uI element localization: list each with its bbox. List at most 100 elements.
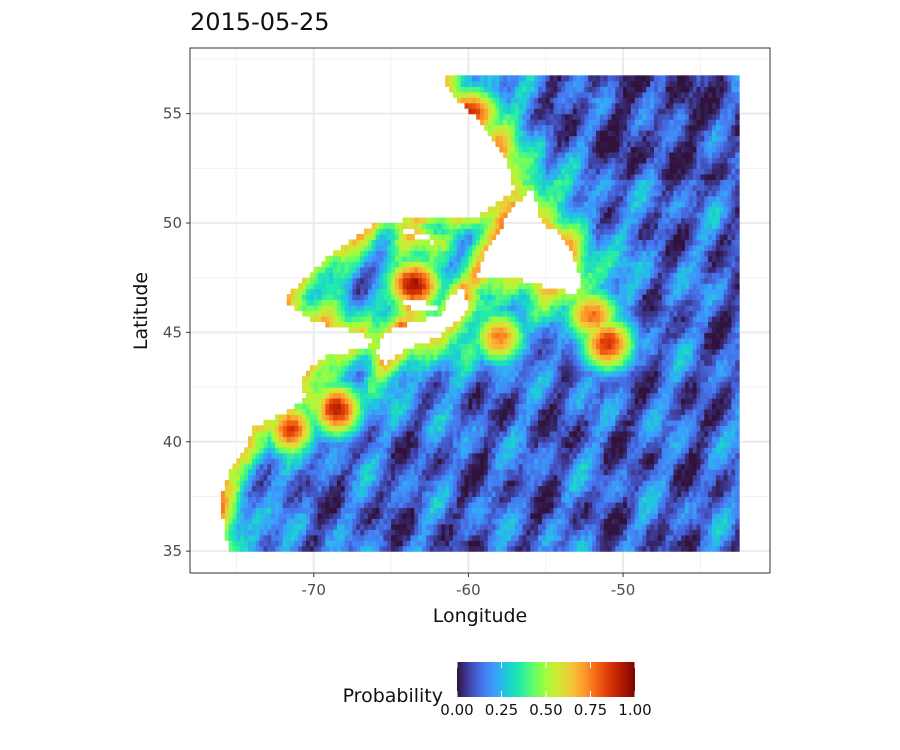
raster-cell <box>611 469 616 476</box>
raster-cell <box>526 321 531 328</box>
raster-cell <box>599 529 605 536</box>
raster-cell <box>325 365 330 372</box>
raster-cell <box>371 534 377 541</box>
raster-cell <box>437 447 442 454</box>
raster-cell <box>657 512 663 519</box>
raster-cell <box>476 408 481 416</box>
raster-cell <box>394 414 400 421</box>
raster-cell <box>615 496 620 503</box>
raster-cell <box>642 376 647 383</box>
raster-cell <box>317 419 323 426</box>
raster-cell <box>452 447 458 454</box>
raster-cell <box>553 469 558 476</box>
raster-cell <box>452 436 458 443</box>
raster-cell <box>623 480 628 487</box>
raster-cell <box>681 447 686 454</box>
raster-cell <box>364 447 369 454</box>
raster-cell <box>580 540 585 547</box>
raster-cell <box>236 490 241 498</box>
raster-cell <box>735 507 740 514</box>
raster-cell <box>449 337 454 344</box>
raster-cell <box>244 512 249 519</box>
raster-cell <box>596 469 601 476</box>
raster-cell <box>472 490 477 498</box>
raster-cell <box>425 381 431 388</box>
raster-cell <box>576 447 582 454</box>
raster-cell <box>665 419 671 426</box>
raster-cell <box>360 480 365 487</box>
raster-cell <box>325 447 330 454</box>
raster-cell <box>534 376 539 383</box>
raster-cell <box>615 501 620 508</box>
raster-cell <box>255 534 261 541</box>
raster-cell <box>677 490 682 498</box>
raster-cell <box>596 507 601 514</box>
raster-cell <box>333 381 338 388</box>
raster-cell <box>510 359 516 366</box>
raster-cell <box>588 469 593 476</box>
raster-cell <box>630 463 636 470</box>
raster-cell <box>364 474 369 481</box>
raster-cell <box>460 321 466 328</box>
raster-cell <box>731 529 736 536</box>
raster-cell <box>599 447 605 454</box>
raster-cell <box>623 408 628 416</box>
raster-cell <box>259 452 265 459</box>
raster-cell <box>468 419 473 426</box>
raster-cell <box>596 540 601 547</box>
raster-cell <box>329 545 334 552</box>
raster-cell <box>576 348 582 355</box>
raster-cell <box>472 474 477 481</box>
raster-cell <box>336 436 342 443</box>
raster-cell <box>518 463 524 470</box>
raster-cell <box>394 381 400 388</box>
raster-cell <box>541 501 547 508</box>
raster-cell <box>576 523 582 530</box>
raster-cell <box>449 354 454 361</box>
raster-cell <box>572 523 578 530</box>
raster-cell <box>251 507 257 514</box>
raster-cell <box>336 403 342 410</box>
raster-cell <box>321 469 326 476</box>
raster-cell <box>387 452 392 459</box>
raster-cell <box>592 359 597 366</box>
raster-cell <box>309 501 315 508</box>
raster-cell <box>460 392 466 399</box>
raster-cell <box>677 501 682 508</box>
raster-cell <box>329 387 334 394</box>
raster-cell <box>398 518 404 525</box>
raster-cell <box>472 414 477 421</box>
raster-cell <box>603 419 609 426</box>
raster-cell <box>356 501 361 508</box>
raster-cell <box>596 348 601 355</box>
raster-cell <box>553 507 558 514</box>
raster-cell <box>650 326 655 333</box>
raster-cell <box>325 430 330 437</box>
raster-cell <box>441 414 446 421</box>
raster-cell <box>402 474 408 481</box>
raster-cell <box>584 408 589 416</box>
raster-cell <box>657 485 663 492</box>
raster-cell <box>700 534 705 541</box>
raster-cell <box>371 490 377 498</box>
raster-cell <box>669 403 674 410</box>
raster-cell <box>534 441 539 448</box>
raster-cell <box>646 512 651 519</box>
raster-cell <box>352 507 357 514</box>
raster-cell <box>422 425 427 432</box>
raster-cell <box>340 387 346 394</box>
raster-cell <box>669 354 674 361</box>
raster-cell <box>603 518 609 525</box>
raster-cell <box>379 458 384 465</box>
raster-cell <box>607 474 613 481</box>
raster-cell <box>429 381 435 388</box>
raster-cell <box>375 545 381 552</box>
raster-cell <box>611 518 616 525</box>
raster-cell <box>367 490 373 498</box>
raster-cell <box>464 370 469 377</box>
raster-cell <box>503 337 508 344</box>
raster-cell <box>499 545 504 552</box>
raster-cell <box>657 447 663 454</box>
raster-cell <box>727 408 732 416</box>
raster-cell <box>286 512 292 519</box>
